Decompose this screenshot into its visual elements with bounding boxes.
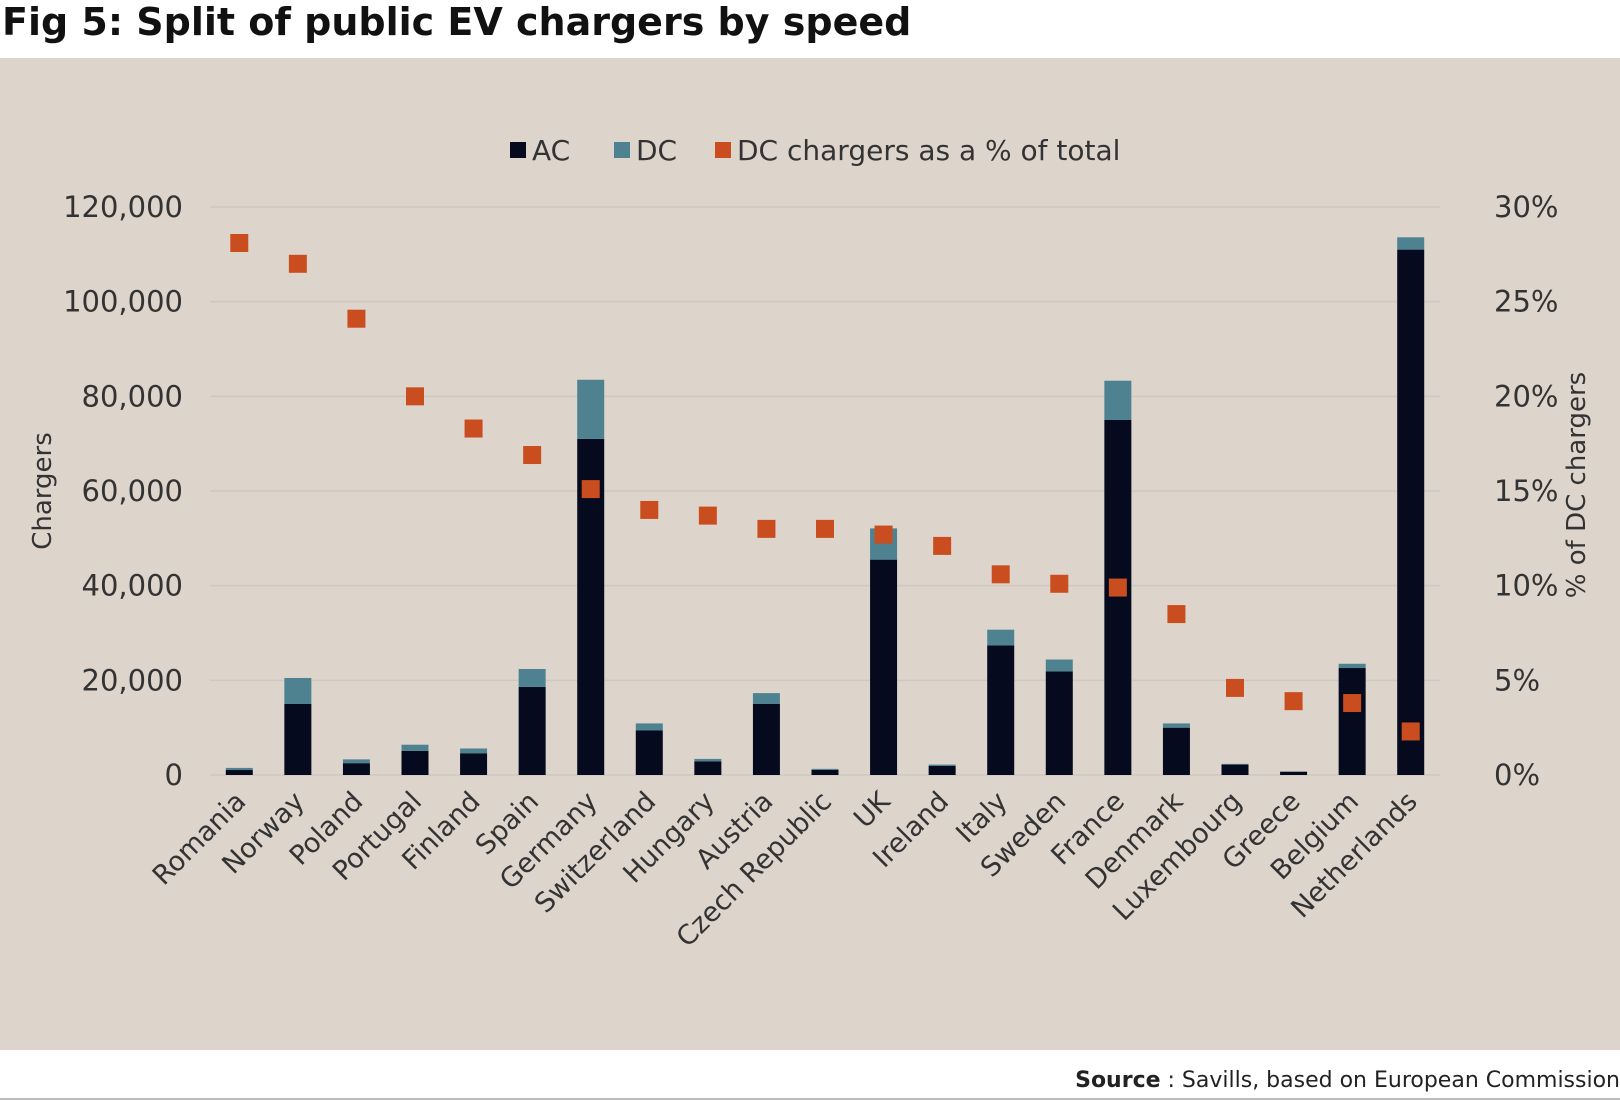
- bar-ac: [870, 559, 898, 775]
- pct-marker: [347, 309, 366, 328]
- gridlines: [210, 206, 1440, 776]
- y2-tick-label: 30%: [1494, 190, 1558, 224]
- bar-dc: [694, 758, 722, 762]
- pct-marker: [230, 233, 249, 252]
- legend-swatch: [715, 142, 731, 158]
- bar-ac: [928, 766, 956, 775]
- x-tick-label: UK: [848, 785, 897, 834]
- y-tick-label: 40,000: [82, 569, 183, 603]
- bar-ac: [752, 704, 780, 775]
- bar-dc: [1221, 763, 1249, 765]
- bar-ac: [1338, 668, 1366, 775]
- bar-ac: [342, 763, 370, 775]
- legend-swatch: [510, 142, 526, 158]
- y-tick-label: 120,000: [63, 190, 183, 224]
- y2-tick-label: 0%: [1494, 758, 1540, 792]
- bar-dc: [460, 748, 488, 754]
- pct-marker: [288, 254, 307, 273]
- pct-marker: [523, 446, 542, 465]
- legend-swatch: [614, 142, 630, 158]
- y2-tick-label: 15%: [1494, 474, 1558, 508]
- bar-dc: [1045, 659, 1073, 672]
- y-axis-right-label: % of DC chargers: [1562, 372, 1592, 598]
- bar-dc: [577, 379, 605, 439]
- y2-tick-label: 5%: [1494, 663, 1540, 697]
- y-tick-label: 100,000: [63, 285, 183, 319]
- figure-title: Fig 5: Split of public EV chargers by sp…: [2, 0, 912, 44]
- bar-dc: [225, 767, 253, 771]
- y-axis-right-ticks: 0% 5% 10% 15% 20% 25% 30%: [1494, 190, 1558, 792]
- y-tick-label: 20,000: [82, 663, 183, 697]
- pct-marker: [1108, 578, 1127, 597]
- pct-marker: [757, 519, 776, 538]
- bar-ac: [401, 750, 429, 775]
- y2-tick-label: 10%: [1494, 569, 1558, 603]
- bar-ac: [1162, 727, 1190, 775]
- pct-marker: [1167, 605, 1186, 624]
- bar-dc: [518, 668, 546, 687]
- bar-dc: [1104, 380, 1132, 420]
- bar-ac: [284, 704, 312, 775]
- bar-ac: [1397, 249, 1425, 776]
- y-axis-left-ticks: 0 20,000 40,000 60,000 80,000 100,000 120,000: [63, 190, 183, 792]
- bar-dc: [342, 759, 370, 764]
- source-text: : Savills, based on European Commission: [1160, 1068, 1620, 1093]
- bar-ac: [460, 753, 488, 775]
- y2-tick-label: 25%: [1494, 285, 1558, 319]
- y-tick-label: 60,000: [82, 474, 183, 508]
- pct-marker: [464, 419, 483, 438]
- y-tick-label: 0: [165, 758, 183, 792]
- bar-ac: [811, 769, 839, 775]
- source-label: Source: [1075, 1068, 1161, 1093]
- bar-dc: [1397, 237, 1425, 250]
- legend-label: DC chargers as a % of total: [737, 134, 1120, 167]
- bar-dc: [284, 677, 312, 704]
- pct-marker: [1284, 692, 1303, 711]
- bar-ac: [987, 645, 1015, 775]
- bars: [225, 237, 1425, 776]
- bar-dc: [987, 629, 1015, 646]
- bar-ac: [225, 770, 253, 775]
- pct-marker: [1050, 574, 1069, 593]
- pct-marker: [1226, 678, 1244, 697]
- bar-ac: [1104, 420, 1132, 775]
- bar-ac: [1280, 771, 1308, 775]
- bar-ac: [635, 730, 663, 775]
- y2-tick-label: 20%: [1494, 379, 1558, 413]
- pct-marker: [1343, 694, 1362, 713]
- pct-marker: [991, 565, 1010, 584]
- bar-dc: [401, 744, 429, 751]
- y-tick-label: 80,000: [82, 379, 183, 413]
- pct-markers: [230, 233, 1420, 741]
- pct-marker: [640, 500, 659, 519]
- legend: AC DC DC chargers as a % of total: [510, 134, 1120, 167]
- legend-label: AC: [532, 134, 570, 167]
- bar-dc: [811, 768, 839, 770]
- bar-ac: [1221, 764, 1249, 775]
- bar-dc: [1162, 723, 1190, 728]
- pct-marker: [698, 506, 717, 525]
- pct-marker: [1401, 722, 1420, 741]
- y-axis-left-label: Chargers: [28, 432, 58, 550]
- source-note: Source : Savills, based on European Comm…: [1075, 1068, 1620, 1093]
- chart-panel: AC DC DC chargers as a % of total 0 20,000 4…: [0, 58, 1620, 1050]
- pct-marker: [816, 519, 834, 538]
- pct-marker: [581, 480, 600, 499]
- bar-dc: [752, 693, 780, 704]
- bar-ac: [694, 761, 722, 775]
- bar-ac: [1045, 671, 1073, 775]
- bottom-divider: [0, 1098, 1620, 1100]
- pct-marker: [874, 525, 893, 544]
- bar-dc: [635, 723, 663, 731]
- pct-marker: [933, 536, 952, 555]
- pct-marker: [406, 387, 424, 406]
- bar-ac: [518, 686, 546, 775]
- legend-label: DC: [636, 134, 677, 167]
- x-axis-category-labels: RomaniaNorwayPolandPortugalFinlandSpainG…: [147, 785, 1424, 953]
- bar-dc: [928, 764, 956, 767]
- chart-svg: AC DC DC chargers as a % of total 0 20,000 4…: [28, 134, 1592, 953]
- bar-dc: [1338, 663, 1366, 669]
